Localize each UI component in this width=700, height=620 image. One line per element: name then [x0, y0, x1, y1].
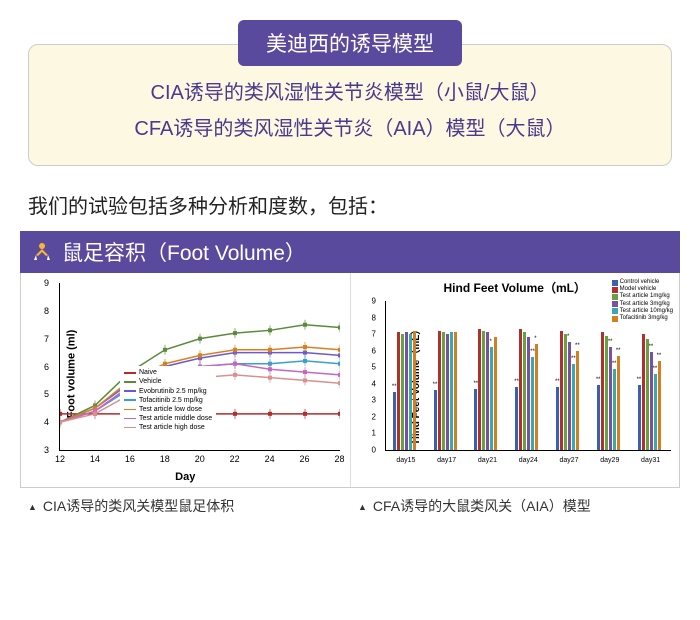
captions-row: CIA诱导的类风关模型鼠足体积 CFA诱导的大鼠类风关（AIA）模型 — [20, 496, 680, 516]
header-block: 美迪西的诱导模型 CIA诱导的类风湿性关节炎模型（小鼠/大鼠） CFA诱导的类风… — [28, 20, 672, 166]
person-icon — [30, 240, 54, 264]
section-title: 鼠足容积（Foot Volume） — [62, 237, 306, 267]
line-chart-cell: Foot volume (ml) 34567891214161820222426… — [21, 273, 350, 487]
line-chart-xlabel: Day — [25, 471, 346, 483]
bar-chart-plot: 0123456789**day15**day17***day21*****day… — [385, 301, 672, 451]
section-header: 鼠足容积（Foot Volume） — [20, 231, 680, 273]
line-chart: Foot volume (ml) 34567891214161820222426… — [25, 279, 346, 469]
charts-container: Foot volume (ml) 34567891214161820222426… — [20, 273, 680, 488]
bar-chart-cell: Hind Feet Volume（mL） Hind Feet Volume（mL… — [350, 273, 680, 487]
subtitle: 我们的试验包括多种分析和度数，包括： — [28, 190, 672, 219]
line-chart-caption: CIA诱导的类风关模型鼠足体积 — [20, 496, 350, 516]
bar-chart-caption: CFA诱导的大鼠类风关（AIA）模型 — [350, 496, 680, 516]
bar-chart: Hind Feet Volume（mL） Hind Feet Volume（mL… — [355, 279, 676, 469]
line-chart-plot: 3456789121416182022242628NaiveVehicleEvo… — [59, 283, 340, 451]
model-line-1: CIA诱导的类风湿性关节炎模型（小鼠/大鼠） — [49, 75, 651, 111]
title-badge: 美迪西的诱导模型 — [238, 20, 462, 66]
model-line-2: CFA诱导的类风湿性关节炎（AIA）模型（大鼠） — [49, 111, 651, 147]
bar-chart-legend: Control vehicleModel vehicleTest article… — [612, 279, 673, 322]
